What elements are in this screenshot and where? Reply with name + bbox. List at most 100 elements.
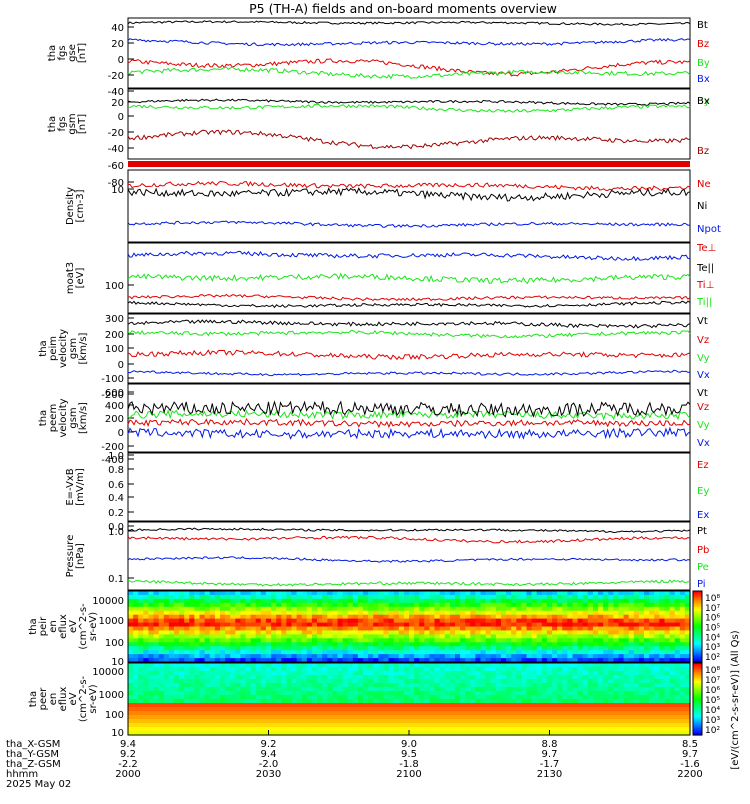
panel-1-ytick: 0	[118, 112, 124, 123]
panel-8-cell	[598, 626, 604, 631]
panel-9-cell	[128, 687, 134, 692]
panel-8-cell	[199, 594, 206, 600]
panel-8-cell	[684, 598, 691, 604]
panel-8-cell	[495, 642, 502, 647]
panel-8-cell	[623, 654, 630, 659]
panel-9-cell	[628, 667, 635, 672]
panel-4-ylabel: peim	[48, 336, 59, 361]
panel-8-cell	[388, 638, 395, 643]
panel-8-cell	[613, 594, 620, 600]
panel-9-cell	[649, 695, 655, 700]
panel-5-ytick: 0	[118, 428, 124, 439]
panel-4-ytick: -100	[101, 374, 124, 385]
panel-8-cell	[128, 630, 134, 635]
panel-9-cell	[378, 727, 384, 732]
panel-9-cell	[460, 711, 466, 716]
panel-9-cell	[506, 699, 512, 704]
panel-8-cell	[608, 638, 614, 643]
panel-8-cell	[388, 591, 395, 596]
panel-9-cell	[444, 683, 451, 688]
panel-8-cell	[311, 626, 318, 631]
colorbar-9-tick: 10⁴	[705, 706, 720, 716]
panel-9-cell	[572, 723, 579, 728]
panel-9-cell	[286, 679, 293, 684]
panel-9-cell	[220, 707, 226, 712]
panel-9-cell	[582, 675, 589, 680]
panel-9-cell	[357, 707, 364, 712]
panel-9-cell	[128, 711, 134, 716]
panel-8-cell	[424, 658, 430, 663]
panel-8-cell	[306, 602, 313, 608]
panel-8-cell	[368, 654, 374, 659]
panel-8-cell	[306, 630, 313, 635]
panel-9-cell	[332, 723, 339, 728]
panel-9-cell	[230, 727, 236, 732]
panel-8-cell	[409, 630, 415, 635]
panel-9-cell	[168, 667, 175, 672]
panel-9-cell	[204, 687, 211, 692]
panel-8-cell	[684, 602, 691, 608]
panel-9-cell	[158, 679, 165, 684]
panel-8-cell	[143, 630, 149, 635]
colorbar-8-tick: 10⁴	[705, 633, 720, 643]
panel-8-cell	[618, 618, 625, 624]
panel-8-cell	[638, 646, 645, 651]
panel-9-cell	[654, 663, 660, 668]
panel-8-cell	[592, 658, 599, 663]
panel-9-cell	[618, 679, 625, 684]
panel-9-cell	[490, 707, 497, 712]
panel-8-cell	[674, 602, 681, 608]
panel-8-cell	[659, 630, 665, 635]
panel-9-cell	[674, 679, 681, 684]
panel-9-cell	[480, 711, 487, 716]
panel-8-cell	[628, 591, 635, 596]
panel-9-cell	[439, 667, 446, 672]
panel-9-cell	[439, 683, 446, 688]
panel-8-cell	[511, 630, 517, 635]
panel-8-cell	[296, 634, 303, 639]
xaxis-tick-t: 2130	[537, 769, 562, 780]
panel-9-cell	[424, 687, 430, 692]
panel-9-cell	[608, 683, 614, 688]
panel-9-cell	[281, 675, 287, 680]
panel-9-cell	[659, 675, 665, 680]
panel-8-cell	[429, 638, 436, 643]
panel-8-cell	[587, 606, 594, 612]
panel-8-cell	[301, 630, 308, 635]
panel-9-cell	[674, 695, 681, 700]
panel-8-cell	[317, 650, 323, 655]
panel-8-cell	[199, 602, 206, 608]
panel-9-cell	[603, 671, 609, 676]
panel-8-cell	[250, 638, 257, 643]
panel-9-cell	[684, 679, 691, 684]
panel-8-cell	[332, 630, 339, 635]
panel-9-cell	[281, 703, 287, 708]
panel-8-cell	[577, 614, 584, 620]
panel-9-cell	[220, 687, 226, 692]
panel-8-cell	[536, 646, 543, 651]
panel-9-cell	[363, 683, 369, 688]
panel-9-cell	[460, 731, 466, 736]
panel-8-cell	[133, 654, 139, 659]
panel-9-cell	[373, 707, 379, 712]
panel-9-cell	[230, 667, 236, 672]
panel-8-cell	[572, 622, 579, 628]
panel-8-cell	[393, 591, 400, 596]
panel-8-cell	[444, 626, 451, 631]
panel-3-legend: Ti||	[696, 297, 712, 308]
panel-8-cell	[572, 642, 579, 647]
panel-8-cell	[220, 634, 226, 639]
panel-8-cell	[531, 638, 538, 643]
panel-9-cell	[301, 707, 308, 712]
panel-8-cell	[378, 622, 384, 628]
panel-8-cell	[184, 606, 190, 612]
panel-8-cell	[582, 614, 589, 620]
panel-8-cell	[301, 614, 308, 620]
panel-8-cell	[628, 658, 635, 663]
panel-8-cell	[669, 630, 676, 635]
panel-8-cell	[587, 598, 594, 604]
panel-9-cell	[664, 683, 671, 688]
panel-9-cell	[638, 707, 645, 712]
panel-9-cell	[674, 707, 681, 712]
panel-8-cell	[291, 602, 298, 608]
